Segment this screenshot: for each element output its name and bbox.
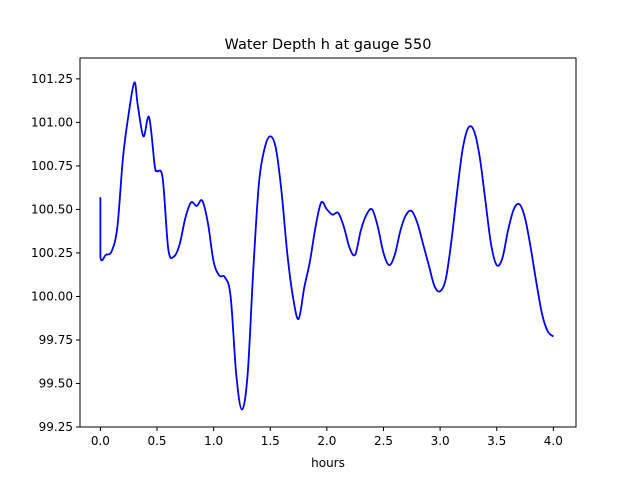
y-tick-label: 100.25: [31, 246, 73, 260]
x-tick-label: 4.0: [544, 434, 563, 448]
y-tick-label: 100.75: [31, 159, 73, 173]
x-tick-label: 1.0: [204, 434, 223, 448]
y-tick-label: 99.25: [39, 420, 73, 434]
y-tick-label: 101.00: [31, 115, 73, 129]
x-axis: 0.0 0.5 1.0 1.5 2.0 2.5 3.0 3.5 4.0: [91, 427, 563, 448]
plot-area: [99, 81, 554, 411]
x-tick-label: 3.0: [431, 434, 450, 448]
y-tick-label: 99.75: [39, 333, 73, 347]
x-tick-label: 1.5: [261, 434, 280, 448]
x-tick-label: 0.5: [147, 434, 166, 448]
y-tick-label: 100.50: [31, 202, 73, 216]
y-axis: 99.25 99.50 99.75 100.00 100.25 100.50 100.75 1…: [31, 72, 80, 434]
y-tick-label: 101.25: [31, 72, 73, 86]
y-tick-label: 99.50: [39, 376, 73, 390]
series-line: [99, 81, 554, 411]
chart-title: Water Depth h at gauge 550: [225, 37, 432, 53]
x-tick-label: 2.0: [317, 434, 336, 448]
x-axis-label: hours: [311, 456, 345, 470]
x-tick-label: 2.5: [374, 434, 393, 448]
x-tick-label: 0.0: [91, 434, 110, 448]
y-tick-label: 100.00: [31, 289, 73, 303]
x-tick-label: 3.5: [487, 434, 506, 448]
plot-frame: [79, 57, 577, 428]
